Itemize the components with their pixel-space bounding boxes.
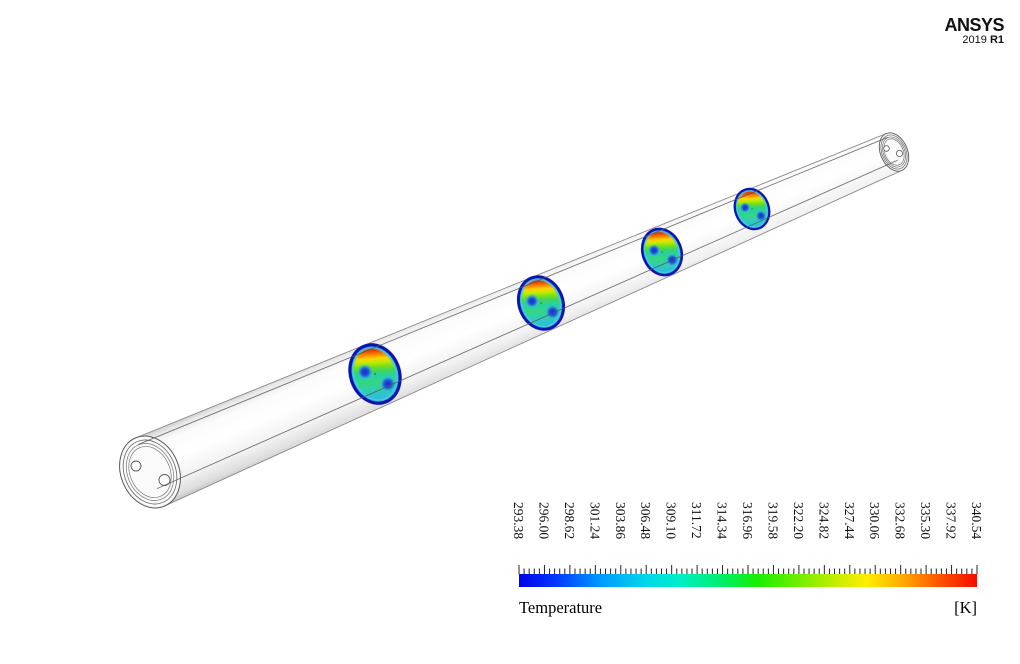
pipe-body bbox=[134, 133, 903, 507]
ansys-logo: ANSYS 2019 R1 bbox=[944, 16, 1004, 47]
right-cap-inner-tube-2 bbox=[896, 149, 904, 157]
pipe-edge-line-upper bbox=[138, 136, 888, 445]
colorbar-tick-label: 322.20 bbox=[791, 502, 806, 539]
colorbar-tick-label: 330.06 bbox=[867, 502, 882, 539]
colorbar-tick-label: 337.92 bbox=[944, 502, 959, 539]
colorbar-tick-label: 324.82 bbox=[816, 502, 831, 539]
legend-unit: [K] bbox=[954, 598, 977, 617]
colorbar-tick-label: 327.44 bbox=[842, 502, 857, 539]
colorbar-tick-labels: 293.38 296.00 298.62 301.24 303.86 306.48 309.… bbox=[512, 502, 984, 539]
colorbar-tick-label: 332.68 bbox=[893, 502, 908, 539]
colorbar bbox=[519, 574, 977, 587]
colorbar-tick-label: 335.30 bbox=[918, 502, 933, 539]
colorbar-tick-label: 319.58 bbox=[765, 502, 780, 539]
legend-title: Temperature bbox=[519, 598, 602, 617]
colorbar-tick-label: 296.00 bbox=[536, 502, 551, 539]
temperature-legend: 293.38 296.00 298.62 301.24 303.86 306.48 309.… bbox=[512, 502, 984, 617]
left-cap-inner-tube-1 bbox=[130, 460, 142, 472]
colorbar-tick-label: 309.10 bbox=[664, 502, 679, 539]
colorbar-tick-label: 306.48 bbox=[638, 502, 653, 539]
release-year: 2019 bbox=[962, 34, 987, 46]
pipe-left-cap bbox=[119, 435, 181, 509]
release-tag: R1 bbox=[989, 34, 1004, 46]
ansys-brand-text: ANSYS bbox=[944, 15, 1004, 35]
colorbar-tick-label: 301.24 bbox=[587, 502, 602, 539]
right-cap-inner-tube-1 bbox=[883, 145, 890, 152]
ansys-release-text: 2019 R1 bbox=[944, 34, 1004, 47]
colorbar-tick-label: 311.72 bbox=[689, 502, 704, 539]
colorbar-tick-label: 314.34 bbox=[715, 502, 730, 539]
colorbar-ticks bbox=[518, 565, 978, 574]
colorbar-tick-label: 340.54 bbox=[969, 502, 984, 539]
colorbar-tick-label: 298.62 bbox=[562, 502, 577, 539]
pipe-edge-line-lower bbox=[156, 159, 898, 490]
colorbar-tick-label: 316.96 bbox=[740, 502, 755, 539]
colorbar-tick-label: 293.38 bbox=[512, 502, 526, 539]
colorbar-tick-label: 303.86 bbox=[613, 502, 628, 539]
